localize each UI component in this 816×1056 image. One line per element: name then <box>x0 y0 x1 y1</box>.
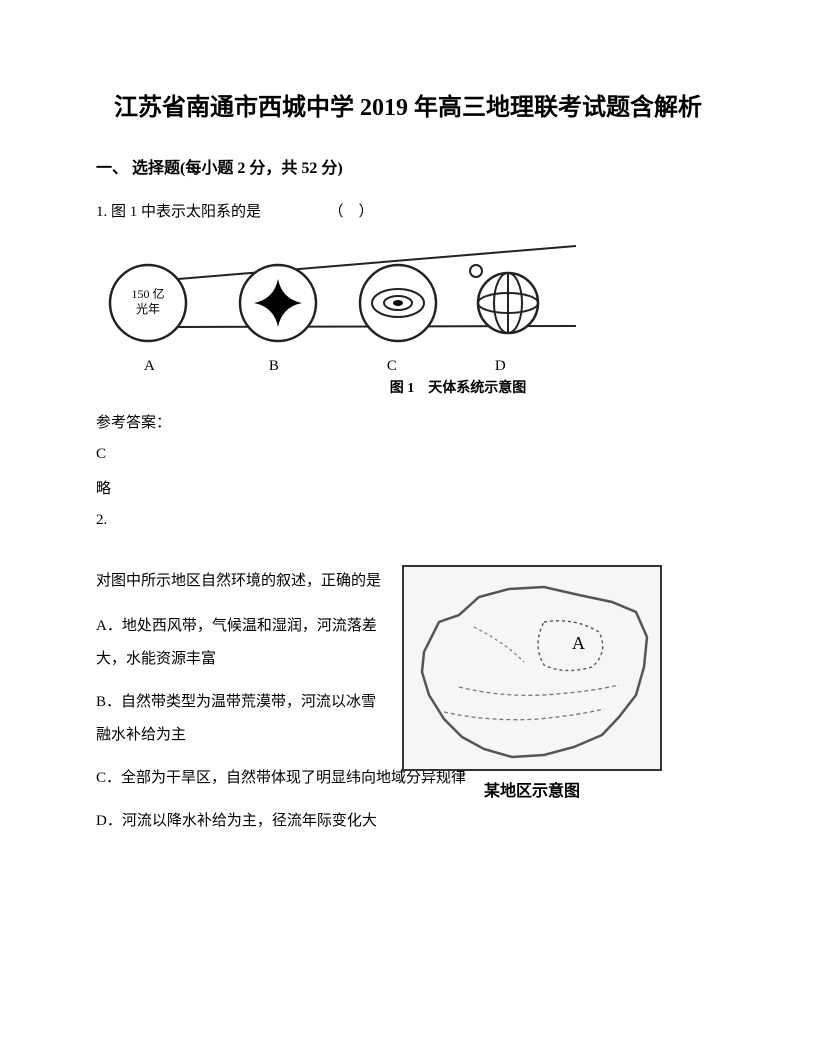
q2-container: A 某地区示意图 对图中所示地区自然环境的叙述，正确的是 A．地处西风带，气候温… <box>96 565 720 838</box>
q2-stem: 对图中所示地区自然环境的叙述，正确的是 <box>96 565 386 598</box>
answer-value: C <box>96 446 720 463</box>
region-map: A <box>404 567 662 771</box>
figure-1-labels: A B C D <box>96 358 720 375</box>
map-frame: A <box>402 565 662 771</box>
section-header: 一、 选择题(每小题 2 分，共 52 分) <box>96 154 720 178</box>
svg-text:光年: 光年 <box>136 302 160 316</box>
q1-text: 1. 图 1 中表示太阳系的是 （ ） <box>96 196 720 229</box>
label-a: A <box>144 358 155 375</box>
q1-stem: 1. 图 1 中表示太阳系的是 <box>96 204 261 220</box>
page-title: 江苏省南通市西城中学 2019 年高三地理联考试题含解析 <box>96 90 720 126</box>
celestial-diagram: 150 亿 光年 <box>96 243 586 349</box>
q2-option-a: A．地处西风带，气候温和湿润，河流落差 大，水能资源丰富 <box>96 610 386 676</box>
q1-blank: （ ） <box>329 204 374 220</box>
label-c: C <box>387 358 397 375</box>
q2-number: 2. <box>96 512 720 529</box>
map-figure: A 某地区示意图 <box>402 565 662 801</box>
answer-note: 略 <box>96 477 720 498</box>
label-d: D <box>495 358 506 375</box>
map-caption: 某地区示意图 <box>402 777 662 801</box>
q2-option-d: D．河流以降水补给为主，径流年际变化大 <box>96 805 720 838</box>
label-b: B <box>269 358 279 375</box>
svg-text:150 亿: 150 亿 <box>131 286 164 301</box>
q2-option-b: B．自然带类型为温带荒漠带，河流以冰雪融水补给为主 <box>96 686 386 752</box>
figure-1-caption: 图 1 天体系统示意图 <box>196 377 720 397</box>
answer-label: 参考答案： <box>96 411 720 432</box>
figure-1: 150 亿 光年 A B C D 图 1 天体系统示意图 <box>96 243 720 397</box>
svg-text:A: A <box>572 633 585 653</box>
